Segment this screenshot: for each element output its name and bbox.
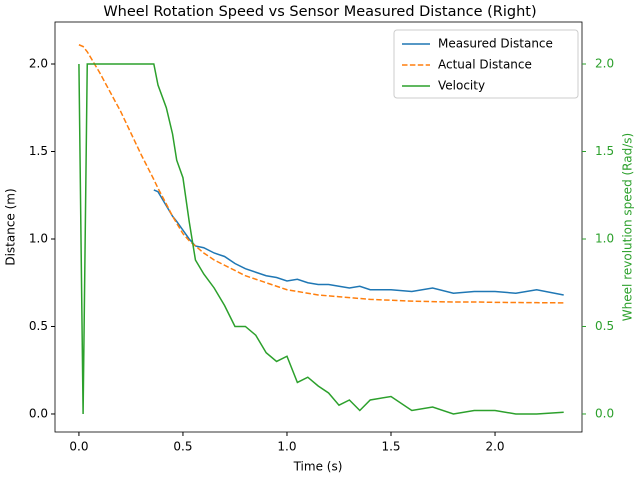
y2-tick-label: 0.5 [595,319,614,333]
x-tick-label: 1.0 [277,440,296,454]
legend-label: Velocity [438,79,485,93]
legend-label: Measured Distance [438,37,553,51]
x-tick-label: 2.0 [485,440,504,454]
y2-tick-label: 2.0 [595,56,614,70]
y-tick-label: 1.0 [29,231,48,245]
y-tick-label: 0.5 [29,319,48,333]
x-axis-label: Time (s) [293,460,343,474]
series-line [78,63,564,415]
y2-tick-label: 1.0 [595,231,614,245]
legend-label: Actual Distance [438,58,532,72]
y-tick-label: 1.5 [29,144,48,158]
x-tick-label: 0.5 [173,440,192,454]
y-tick-label: 0.0 [29,406,48,420]
chart-title: Wheel Rotation Speed vs Sensor Measured … [103,4,536,20]
plot-frame [54,21,583,433]
series-line [153,189,564,296]
y2-tick-label: 1.5 [595,144,614,158]
y-tick-label: 2.0 [29,56,48,70]
series-line [78,44,564,304]
y2-axis-label: Wheel revolution speed (Rad/s) [621,133,635,321]
y-axis-label: Distance (m) [4,188,18,265]
legend-box [393,29,579,99]
y2-tick-label: 0.0 [595,406,614,420]
x-tick-label: 0.0 [69,440,88,454]
x-tick-label: 1.5 [381,440,400,454]
